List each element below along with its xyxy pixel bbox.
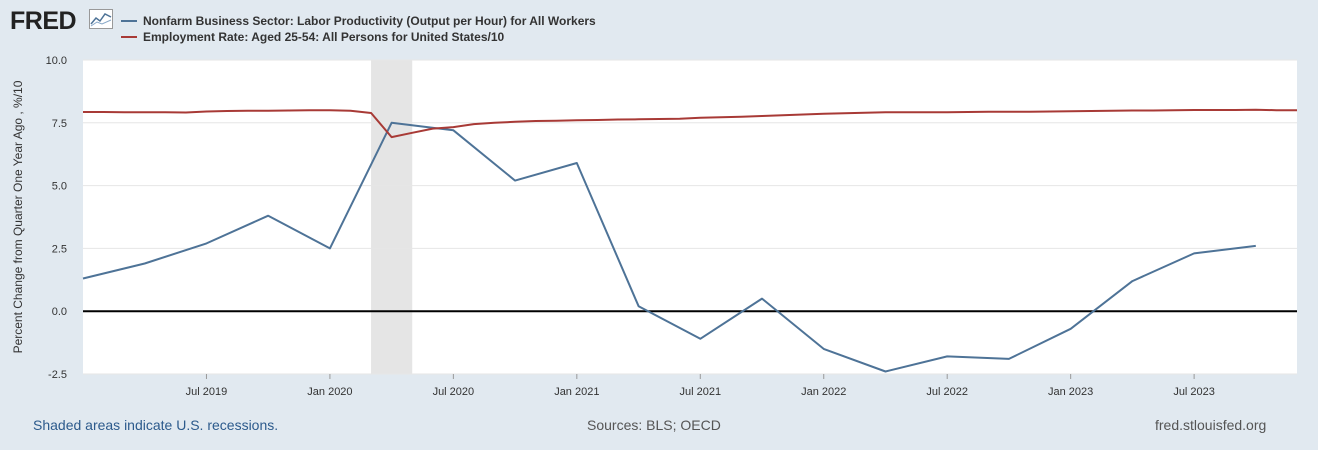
employment-line xyxy=(83,108,1297,139)
y-tick-label: 5.0 xyxy=(52,181,67,193)
productivity-line xyxy=(82,121,1256,373)
y-tick-label: 2.5 xyxy=(52,243,67,255)
x-tick-label: Jul 2023 xyxy=(1173,386,1215,398)
legend-label-employment: Employment Rate: Aged 25-54: All Persons… xyxy=(143,29,505,44)
recession-note[interactable]: Shaded areas indicate U.S. recessions. xyxy=(33,417,279,433)
x-tick-label: Jan 2020 xyxy=(307,386,352,398)
fred-logo[interactable]: FRED xyxy=(10,7,77,35)
legend-swatch-employment xyxy=(121,35,137,38)
y-tick-label: 10.0 xyxy=(46,55,67,67)
y-tick-label: -2.5 xyxy=(48,369,67,381)
x-tick-label: Jul 2021 xyxy=(679,386,721,398)
x-tick-label: Jul 2019 xyxy=(186,386,228,398)
x-tick-label: Jul 2020 xyxy=(433,386,475,398)
chart-legend: Nonfarm Business Sector: Labor Productiv… xyxy=(121,13,596,45)
x-tick-label: Jan 2022 xyxy=(801,386,846,398)
legend-swatch-productivity xyxy=(121,19,137,22)
legend-item-productivity[interactable]: Nonfarm Business Sector: Labor Productiv… xyxy=(121,13,596,28)
sources-note: Sources: BLS; OECD xyxy=(587,417,721,433)
x-tick-label: Jan 2021 xyxy=(554,386,599,398)
line-chart: 10.0 7.5 5.0 2.5 0.0 -2.5 Jul 2019 Jan 2020 Jul … xyxy=(11,55,1297,398)
y-axis-label: Percent Change from Quarter One Year Ago… xyxy=(11,80,25,353)
y-tick-label: 0.0 xyxy=(52,306,67,318)
site-link[interactable]: fred.stlouisfed.org xyxy=(1155,417,1267,433)
legend-item-employment[interactable]: Employment Rate: Aged 25-54: All Persons… xyxy=(121,29,596,44)
legend-label-productivity: Nonfarm Business Sector: Labor Productiv… xyxy=(143,13,596,28)
recession-shade xyxy=(371,60,413,374)
x-tick-label: Jan 2023 xyxy=(1048,386,1093,398)
x-tick-label: Jul 2022 xyxy=(926,386,968,398)
y-tick-label: 7.5 xyxy=(52,118,67,130)
plot-area xyxy=(83,60,1297,374)
fred-chart-icon xyxy=(89,9,113,29)
